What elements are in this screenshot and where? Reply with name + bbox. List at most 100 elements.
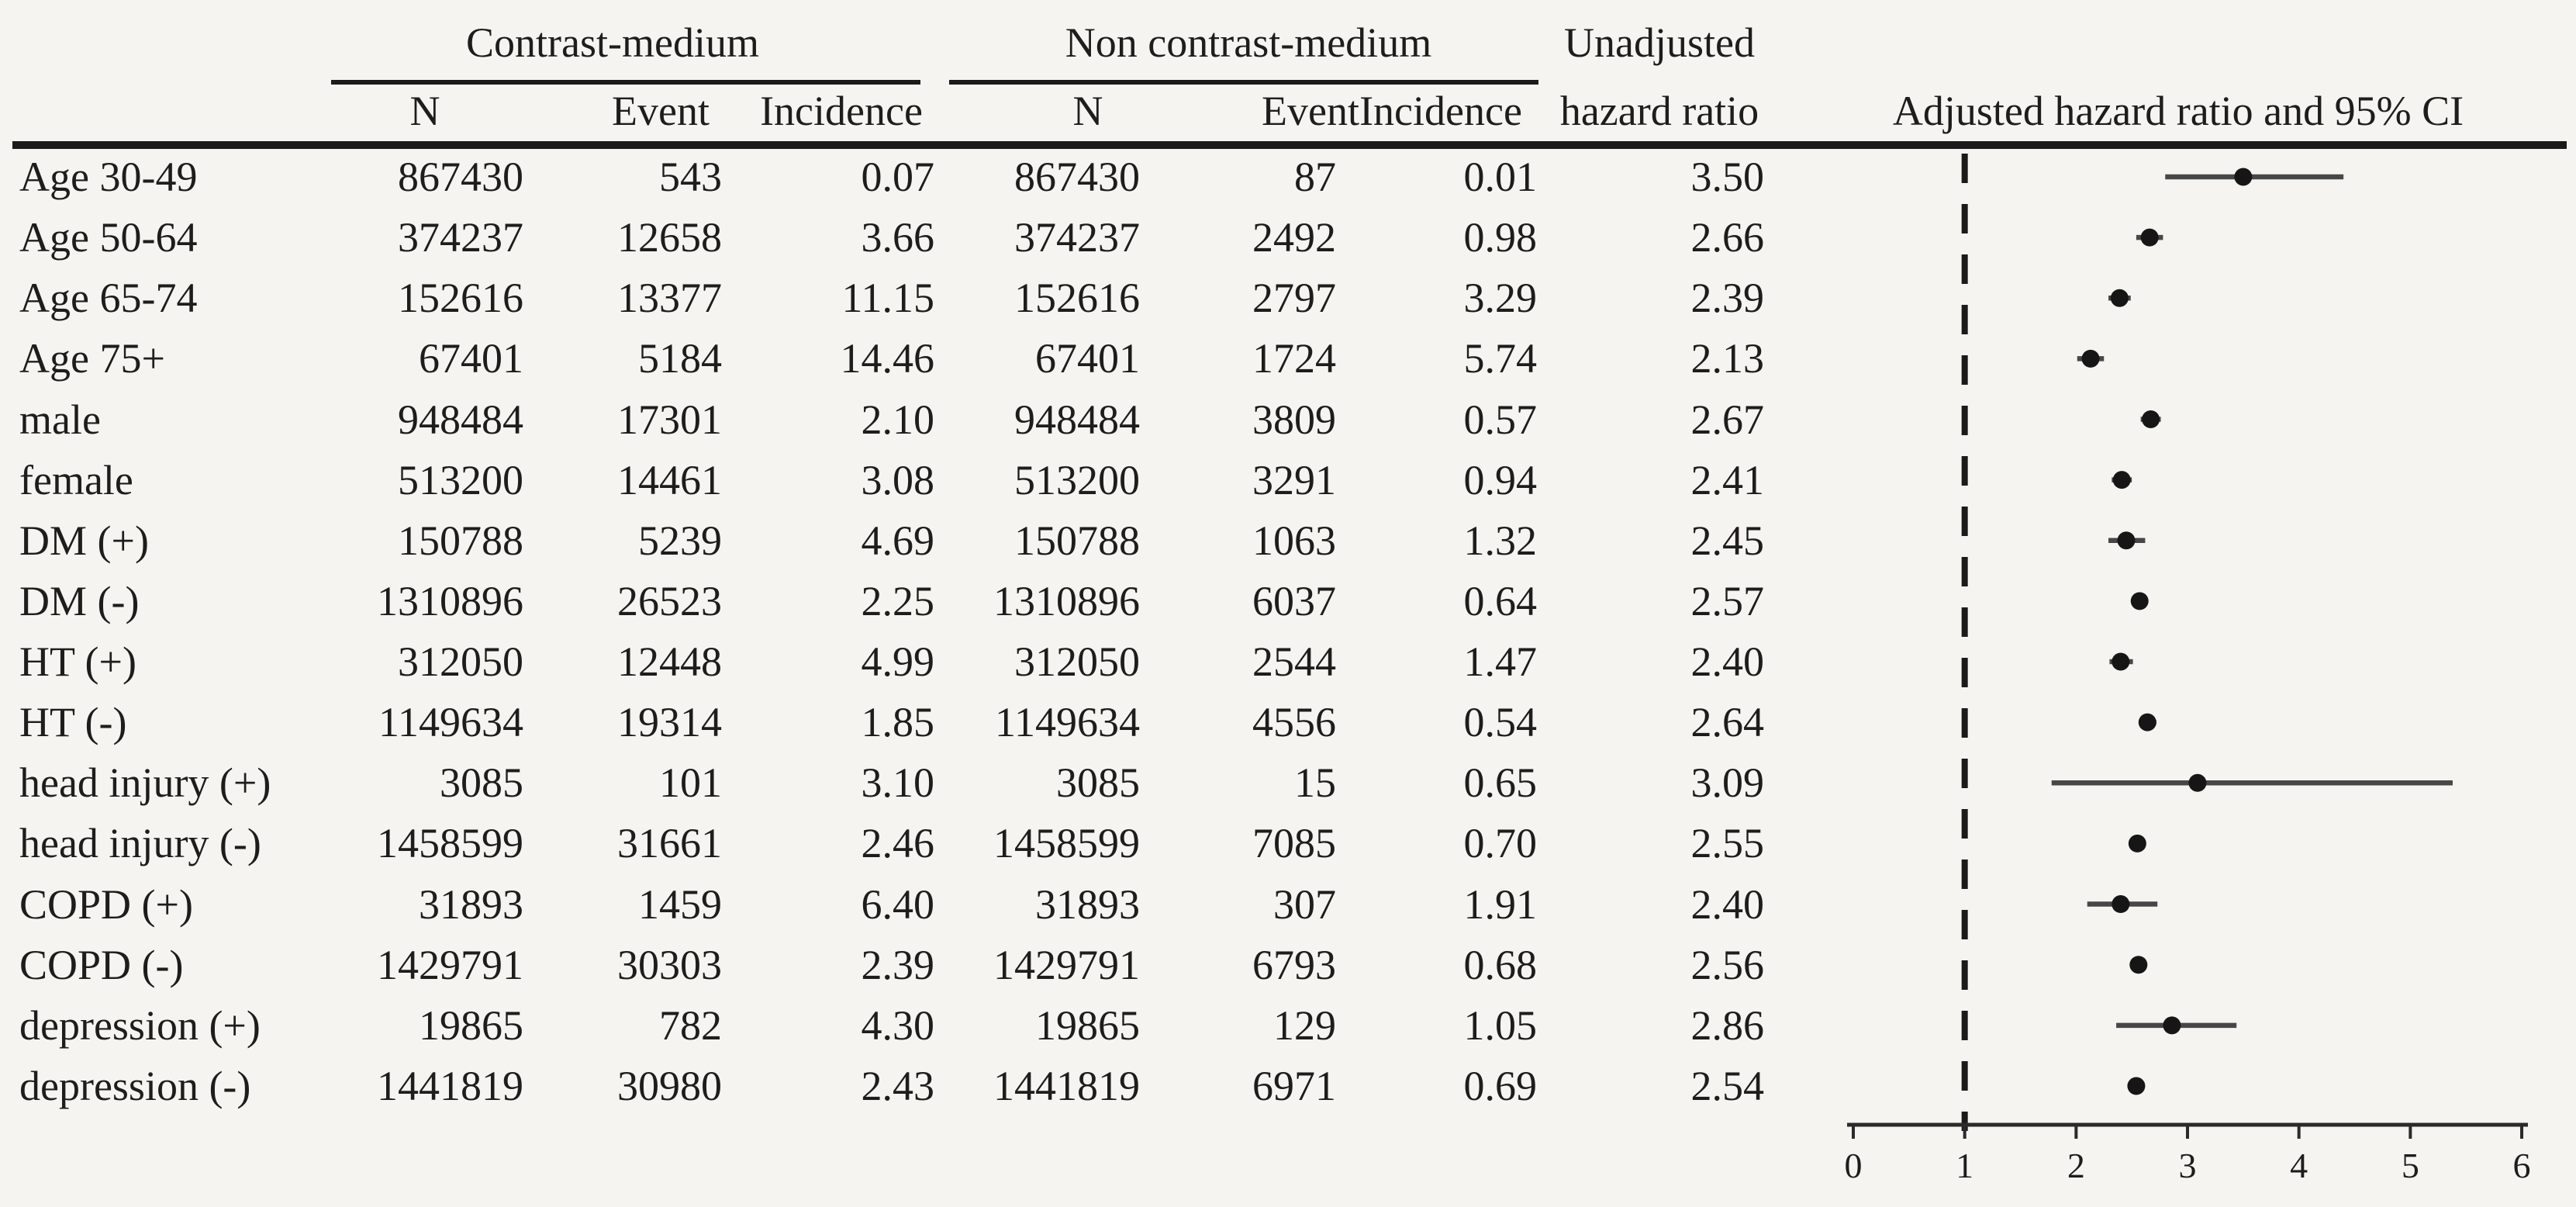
cell-cm-inc: 3.66 (861, 214, 935, 261)
cell-cm-event: 31661 (617, 820, 722, 866)
cell-uhr: 3.09 (1690, 759, 1765, 806)
cell-ncm-n: 1429791 (993, 942, 1140, 988)
hazard-ratio-marker (2142, 410, 2160, 429)
cell-ncm-inc: 0.68 (1463, 942, 1538, 988)
cell-cm-inc: 4.30 (861, 1002, 935, 1049)
cell-ncm-event: 3291 (1252, 457, 1336, 503)
cell-cm-event: 5239 (638, 517, 722, 564)
hazard-ratio-marker (2163, 1016, 2181, 1035)
col-header-cm-n: N (409, 88, 440, 134)
cell-ncm-inc: 1.47 (1463, 638, 1538, 685)
cell-ncm-n: 152616 (1014, 275, 1140, 321)
unadjusted-header-line1: Unadjusted (1564, 19, 1755, 66)
hazard-ratio-marker (2130, 592, 2149, 610)
cell-ncm-n: 1149634 (995, 699, 1140, 745)
cell-cm-n: 1429791 (377, 942, 523, 988)
cell-ncm-n: 948484 (1014, 396, 1140, 443)
cell-uhr: 2.54 (1690, 1063, 1765, 1109)
cell-cm-n: 867430 (398, 154, 523, 200)
cell-uhr: 2.13 (1690, 335, 1765, 382)
cell-cm-inc: 2.43 (861, 1063, 935, 1109)
x-axis-tick-label: 1 (1956, 1146, 1973, 1185)
cell-ncm-inc: 0.64 (1463, 578, 1538, 624)
hazard-ratio-marker (2138, 713, 2156, 731)
cell-cm-inc: 2.25 (861, 578, 935, 624)
row-label: Age 65-74 (19, 275, 198, 321)
hazard-ratio-marker (2128, 834, 2146, 853)
col-header-cm-incidence: Incidence (760, 88, 923, 134)
cell-cm-event: 14461 (617, 457, 722, 503)
col-header-ncm-event: Event (1262, 88, 1359, 134)
cell-cm-inc: 14.46 (840, 335, 935, 382)
cell-ncm-event: 307 (1273, 881, 1336, 928)
cell-uhr: 2.55 (1690, 820, 1765, 866)
cell-uhr: 3.50 (1690, 154, 1765, 200)
x-axis-tick-label: 6 (2513, 1146, 2531, 1185)
cell-cm-event: 30303 (617, 942, 722, 988)
cell-uhr: 2.39 (1690, 275, 1765, 321)
cell-ncm-event: 2492 (1252, 214, 1336, 261)
cell-ncm-n: 67401 (1035, 335, 1140, 382)
cell-uhr: 2.56 (1690, 942, 1765, 988)
hazard-ratio-marker (2110, 289, 2129, 307)
hazard-ratio-marker (2127, 1077, 2146, 1095)
hazard-ratio-marker (2140, 228, 2159, 247)
cell-cm-inc: 4.99 (861, 638, 935, 685)
cell-ncm-event: 6037 (1252, 578, 1336, 624)
row-label: HT (-) (19, 699, 127, 745)
cell-ncm-n: 1458599 (993, 820, 1140, 866)
hazard-ratio-marker (2112, 895, 2130, 914)
cell-ncm-event: 7085 (1252, 820, 1336, 866)
row-label: depression (+) (19, 1002, 261, 1049)
hazard-ratio-marker (2112, 652, 2130, 671)
cell-cm-event: 1459 (638, 881, 722, 928)
cell-cm-event: 17301 (617, 396, 722, 443)
cell-cm-n: 1149634 (378, 699, 523, 745)
cell-ncm-event: 1063 (1252, 517, 1336, 564)
row-label: HT (+) (19, 638, 136, 685)
group-header-non-contrast-medium: Non contrast-medium (1065, 19, 1432, 66)
cell-ncm-event: 6793 (1252, 942, 1336, 988)
cell-ncm-n: 1310896 (993, 578, 1140, 624)
row-label: Age 75+ (19, 335, 165, 382)
cell-cm-event: 30980 (617, 1063, 722, 1109)
cell-cm-inc: 2.46 (861, 820, 935, 866)
cell-uhr: 2.66 (1690, 214, 1765, 261)
hazard-ratio-marker (2112, 471, 2131, 489)
cell-cm-n: 1310896 (377, 578, 523, 624)
cell-cm-inc: 11.15 (841, 275, 935, 321)
cell-ncm-n: 31893 (1035, 881, 1140, 928)
cell-ncm-n: 312050 (1014, 638, 1140, 685)
cell-ncm-event: 6971 (1252, 1063, 1336, 1109)
cell-cm-event: 26523 (617, 578, 722, 624)
row-label: head injury (-) (19, 820, 261, 866)
cell-ncm-inc: 1.05 (1463, 1002, 1538, 1049)
cell-ncm-event: 2544 (1252, 638, 1336, 685)
cell-cm-inc: 1.85 (861, 699, 935, 745)
cell-ncm-n: 3085 (1056, 759, 1140, 806)
header-separator-rule (12, 141, 2567, 149)
cell-cm-n: 1441819 (377, 1063, 523, 1109)
row-label: depression (-) (19, 1063, 251, 1109)
cell-uhr: 2.40 (1690, 638, 1765, 685)
cell-ncm-event: 4556 (1252, 699, 1336, 745)
hazard-ratio-marker (2129, 956, 2148, 974)
cell-ncm-inc: 0.98 (1463, 214, 1538, 261)
cell-cm-inc: 6.40 (861, 881, 935, 928)
row-label: male (19, 396, 101, 443)
cell-ncm-n: 513200 (1014, 457, 1140, 503)
cell-cm-n: 152616 (398, 275, 523, 321)
cell-cm-n: 948484 (398, 396, 523, 443)
contrast-medium-underline (331, 80, 920, 85)
cell-ncm-inc: 0.54 (1463, 699, 1538, 745)
cell-uhr: 2.67 (1690, 396, 1765, 443)
cell-ncm-event: 87 (1294, 154, 1336, 200)
row-label: COPD (+) (19, 881, 193, 928)
cell-uhr: 2.64 (1690, 699, 1765, 745)
cell-cm-event: 13377 (617, 275, 722, 321)
cell-ncm-inc: 3.29 (1463, 275, 1538, 321)
cell-uhr: 2.86 (1690, 1002, 1765, 1049)
cell-ncm-inc: 0.69 (1463, 1063, 1538, 1109)
x-axis-tick-label: 4 (2290, 1146, 2308, 1185)
